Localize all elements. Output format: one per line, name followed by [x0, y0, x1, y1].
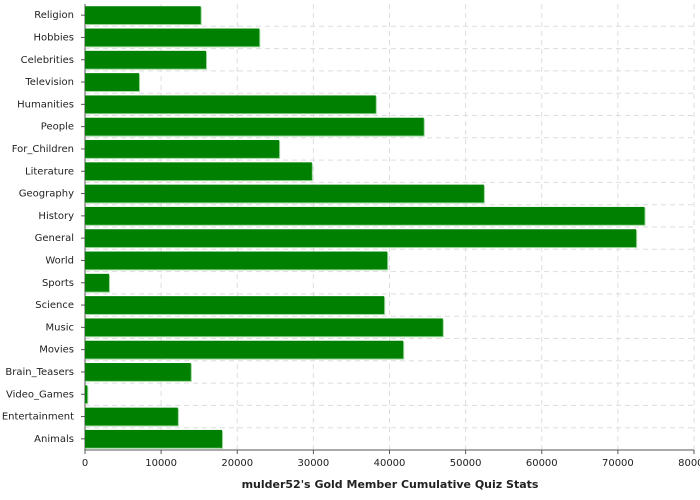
x-tick-label: 10000 — [145, 458, 177, 469]
x-tick-label: 80000 — [678, 458, 700, 469]
x-tick-label: 20000 — [221, 458, 253, 469]
y-tick-label: Humanities — [17, 99, 74, 110]
y-tick-label: Brain_Teasers — [5, 367, 74, 378]
y-tick-label: General — [35, 233, 74, 244]
y-tick-label: Music — [46, 322, 74, 333]
x-tick-label: 50000 — [450, 458, 482, 469]
bar — [85, 140, 280, 158]
x-tick-label: 70000 — [602, 458, 634, 469]
bar — [85, 117, 424, 136]
y-tick-label: Television — [24, 77, 74, 88]
x-tick-label: 60000 — [526, 458, 558, 469]
y-tick-label: Geography — [19, 189, 74, 200]
bar — [85, 50, 207, 69]
y-tick-label: History — [38, 211, 74, 222]
chart-title: mulder52's Gold Member Cumulative Quiz S… — [242, 478, 539, 491]
y-tick-label: Video_Games — [6, 389, 74, 400]
bar — [85, 318, 443, 337]
bar — [85, 363, 191, 381]
y-tick-label: Sports — [42, 278, 74, 289]
bar — [85, 251, 388, 270]
x-tick-label: 30000 — [297, 458, 329, 469]
x-tick-label: 0 — [82, 458, 88, 469]
y-tick-label: Science — [35, 300, 74, 311]
y-tick-label: People — [41, 122, 74, 133]
y-tick-label: Religion — [34, 10, 74, 21]
y-tick-label: Movies — [39, 345, 74, 356]
bar — [85, 407, 178, 426]
bar — [85, 340, 404, 359]
y-tick-label: Hobbies — [34, 32, 74, 43]
y-tick-label: Animals — [34, 434, 74, 445]
bar — [85, 28, 260, 47]
bar — [85, 184, 484, 203]
y-tick-label: Literature — [25, 166, 74, 177]
bar — [85, 385, 88, 404]
x-tick-label: 40000 — [374, 458, 406, 469]
bar — [85, 73, 140, 91]
bar — [85, 229, 637, 248]
y-tick-label: For_Children — [12, 144, 74, 155]
bar — [85, 273, 109, 292]
bar — [85, 206, 645, 225]
bar — [85, 162, 312, 181]
y-tick-label: Celebrities — [21, 55, 74, 66]
bar — [85, 296, 385, 314]
y-tick-label: World — [45, 255, 74, 266]
y-tick-label: Entertainment — [2, 412, 74, 423]
bar — [85, 95, 376, 114]
bar — [85, 6, 201, 25]
bar — [85, 429, 223, 448]
